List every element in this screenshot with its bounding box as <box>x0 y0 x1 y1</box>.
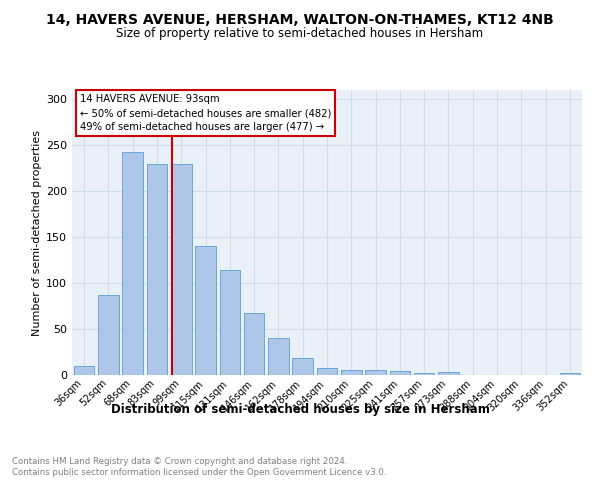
Bar <box>317 368 337 375</box>
Bar <box>74 366 94 375</box>
Text: Distribution of semi-detached houses by size in Hersham: Distribution of semi-detached houses by … <box>110 402 490 415</box>
Bar <box>389 372 410 375</box>
Bar <box>220 270 240 375</box>
Bar <box>244 314 265 375</box>
Bar <box>560 373 580 375</box>
Bar <box>98 295 119 375</box>
Bar <box>341 370 362 375</box>
Bar <box>122 152 143 375</box>
Bar <box>438 372 459 375</box>
Bar <box>146 164 167 375</box>
Bar <box>268 338 289 375</box>
Bar <box>365 370 386 375</box>
Text: 14, HAVERS AVENUE, HERSHAM, WALTON-ON-THAMES, KT12 4NB: 14, HAVERS AVENUE, HERSHAM, WALTON-ON-TH… <box>46 12 554 26</box>
Bar <box>292 358 313 375</box>
Bar <box>195 246 216 375</box>
Text: Size of property relative to semi-detached houses in Hersham: Size of property relative to semi-detach… <box>116 28 484 40</box>
Y-axis label: Number of semi-detached properties: Number of semi-detached properties <box>32 130 42 336</box>
Bar <box>414 373 434 375</box>
Bar <box>171 164 191 375</box>
Text: Contains HM Land Registry data © Crown copyright and database right 2024.
Contai: Contains HM Land Registry data © Crown c… <box>12 458 386 477</box>
Text: 14 HAVERS AVENUE: 93sqm
← 50% of semi-detached houses are smaller (482)
49% of s: 14 HAVERS AVENUE: 93sqm ← 50% of semi-de… <box>80 94 331 132</box>
